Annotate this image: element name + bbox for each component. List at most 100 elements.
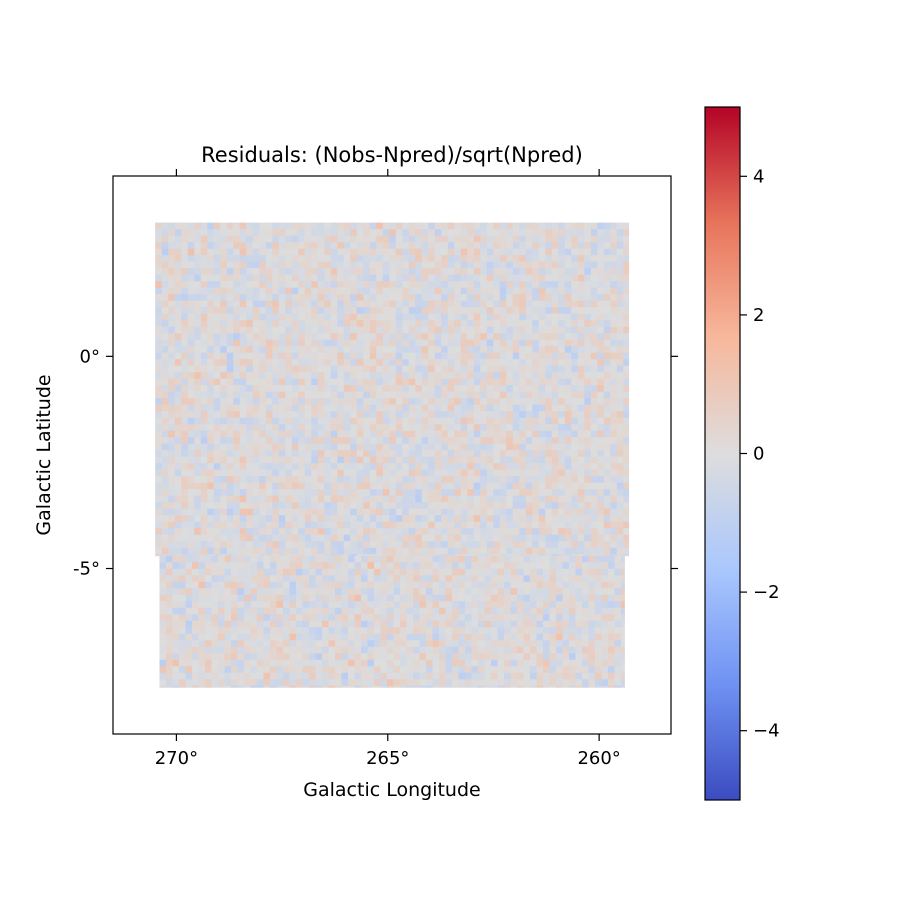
residual-pixel (259, 294, 267, 302)
residual-pixel (447, 515, 455, 523)
residual-pixel (616, 378, 624, 386)
residual-pixel (408, 365, 416, 373)
residual-pixel (382, 372, 390, 380)
residual-pixel (582, 588, 589, 596)
residual-pixel (239, 287, 247, 295)
residual-pixel (577, 352, 585, 360)
residual-pixel (259, 482, 267, 490)
residual-pixel (250, 620, 258, 628)
residual-pixel (499, 294, 507, 302)
residual-pixel (387, 620, 394, 628)
residual-pixel (597, 411, 605, 419)
residual-pixel (532, 443, 540, 451)
residual-pixel (181, 320, 189, 328)
residual-pixel (408, 242, 416, 250)
residual-pixel (603, 502, 611, 510)
residual-pixel (486, 372, 494, 380)
residual-pixel (168, 541, 176, 549)
residual-pixel (614, 653, 622, 661)
residual-pixel (330, 268, 338, 276)
residual-pixel (486, 534, 494, 542)
residual-pixel (445, 607, 453, 615)
residual-pixel (517, 640, 524, 648)
residual-pixel (155, 372, 163, 380)
residual-pixel (426, 562, 433, 570)
residual-pixel (577, 222, 585, 230)
residual-pixel (510, 620, 518, 628)
residual-pixel (434, 274, 442, 282)
residual-pixel (304, 391, 312, 399)
residual-pixel (454, 294, 462, 302)
residual-pixel (584, 417, 592, 425)
residual-pixel (601, 601, 609, 609)
residual-pixel (382, 287, 390, 295)
residual-pixel (473, 495, 481, 503)
residual-pixel (361, 653, 368, 661)
residual-pixel (486, 398, 494, 406)
residual-pixel (356, 547, 364, 555)
residual-pixel (244, 568, 251, 576)
residual-pixel (205, 640, 212, 648)
residual-pixel (361, 555, 368, 563)
residual-pixel (597, 417, 605, 425)
residual-pixel (571, 255, 579, 263)
residual-pixel (161, 320, 169, 328)
residual-pixel (545, 554, 553, 557)
residual-pixel (525, 261, 533, 269)
residual-pixel (473, 300, 481, 308)
residual-pixel (408, 495, 416, 503)
residual-pixel (478, 594, 485, 602)
residual-pixel (285, 333, 293, 341)
residual-pixel (545, 411, 553, 419)
residual-pixel (278, 515, 286, 523)
residual-pixel (374, 568, 381, 576)
residual-pixel (289, 653, 297, 661)
residual-pixel (387, 568, 394, 576)
residual-pixel (291, 248, 299, 256)
residual-pixel (413, 640, 420, 648)
residual-pixel (211, 568, 219, 576)
residual-pixel (473, 534, 481, 542)
residual-pixel (200, 235, 208, 243)
residual-pixel (480, 307, 488, 315)
residual-pixel (454, 346, 462, 354)
residual-pixel (315, 555, 323, 563)
residual-pixel (538, 255, 546, 263)
residual-pixel (480, 281, 488, 289)
residual-pixel (460, 378, 468, 386)
residual-pixel (473, 508, 481, 516)
residual-pixel (205, 633, 212, 641)
residual-pixel (395, 300, 403, 308)
residual-pixel (421, 229, 429, 237)
residual-pixel (272, 242, 280, 250)
residual-pixel (441, 255, 449, 263)
residual-pixel (530, 568, 537, 576)
residual-pixel (467, 320, 475, 328)
residual-pixel (239, 417, 247, 425)
residual-pixel (317, 255, 325, 263)
residual-pixel (211, 653, 219, 661)
residual-pixel (460, 528, 468, 536)
residual-pixel (328, 575, 336, 583)
residual-pixel (220, 268, 228, 276)
residual-pixel (603, 326, 611, 334)
residual-pixel (155, 307, 163, 315)
residual-pixel (504, 646, 511, 654)
residual-pixel (484, 633, 492, 641)
residual-pixel (558, 450, 566, 458)
residual-pixel (421, 437, 429, 445)
residual-pixel (525, 554, 533, 557)
residual-pixel (545, 333, 553, 341)
residual-pixel (226, 274, 234, 282)
residual-pixel (382, 242, 390, 250)
residual-pixel (200, 476, 208, 484)
residual-pixel (374, 588, 381, 596)
residual-pixel (335, 607, 342, 615)
residual-pixel (207, 372, 215, 380)
residual-pixel (387, 659, 394, 667)
residual-pixel (460, 385, 468, 393)
residual-pixel (350, 463, 358, 471)
residual-pixel (525, 534, 533, 542)
residual-pixel (343, 469, 351, 477)
residual-pixel (387, 627, 394, 635)
